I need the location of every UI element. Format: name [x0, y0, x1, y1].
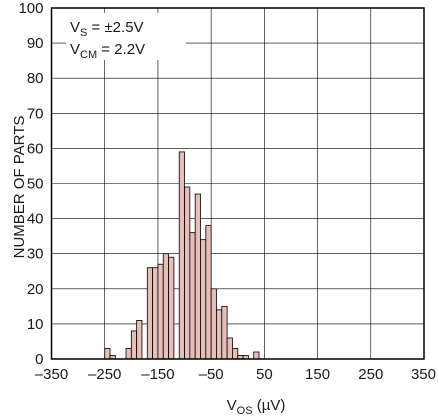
- y-tick-label: 40: [27, 211, 44, 228]
- histogram-bar: [146, 267, 154, 360]
- histogram-bar: [184, 186, 191, 360]
- histogram-bar: [221, 305, 228, 360]
- x-tick-label: 350: [411, 366, 436, 383]
- histogram-bar: [194, 193, 201, 360]
- y-tick-label: 30: [27, 246, 44, 263]
- histogram-bar: [226, 337, 233, 360]
- y-tick-labels: 0 10 20 30 40 50 60 70 80 90 100: [18, 0, 43, 368]
- histogram-bar: [136, 319, 143, 360]
- legend-vcm: VCM = 2.2V: [70, 41, 145, 61]
- y-tick-label: 20: [27, 281, 44, 298]
- histogram-bar: [130, 330, 138, 360]
- x-tick-label: 50: [256, 366, 273, 383]
- y-tick-label: 70: [27, 105, 44, 122]
- y-tick-label: 90: [27, 35, 44, 52]
- x-tick-label: –50: [199, 366, 224, 383]
- x-tick-labels: –350 –250 –150 –50 50 150 250 350: [35, 366, 436, 383]
- histogram-bar: [168, 256, 175, 360]
- histogram-bar: [157, 263, 164, 360]
- histogram-bar: [125, 348, 132, 360]
- legend-vs: VS = ±2.5V: [70, 19, 144, 39]
- histogram-bar: [152, 267, 159, 360]
- grid-lines: [51, 8, 424, 359]
- histogram-bar: [253, 351, 260, 360]
- y-tick-label: 0: [35, 351, 43, 368]
- x-tick-label: –350: [35, 366, 68, 383]
- y-tick-label: 80: [27, 70, 44, 87]
- y-axis-title: NUMBER OF PARTS: [11, 116, 28, 259]
- histogram-bar: [189, 232, 196, 360]
- x-tick-label: 250: [358, 366, 383, 383]
- y-tick-label: 50: [27, 176, 44, 193]
- histogram-bar: [205, 225, 212, 360]
- x-tick-label: –150: [141, 366, 174, 383]
- histogram-bar: [104, 348, 111, 360]
- histogram-bar: [200, 239, 207, 360]
- histogram-bars: [104, 151, 260, 360]
- y-tick-label: 100: [18, 0, 43, 17]
- plot-frame: [50, 7, 425, 360]
- histogram-bar: [216, 309, 223, 360]
- histogram-bar: [162, 253, 169, 360]
- x-tick-label: –250: [88, 366, 121, 383]
- histogram-bar: [232, 348, 239, 360]
- y-tick-label: 10: [27, 316, 44, 333]
- x-tick-label: 150: [305, 366, 330, 383]
- y-tick-label: 60: [27, 140, 44, 157]
- histogram-bar: [210, 288, 217, 360]
- x-axis-title: VOS (µV): [227, 397, 286, 417]
- legend-background: [66, 13, 186, 60]
- histogram-bar: [178, 151, 185, 360]
